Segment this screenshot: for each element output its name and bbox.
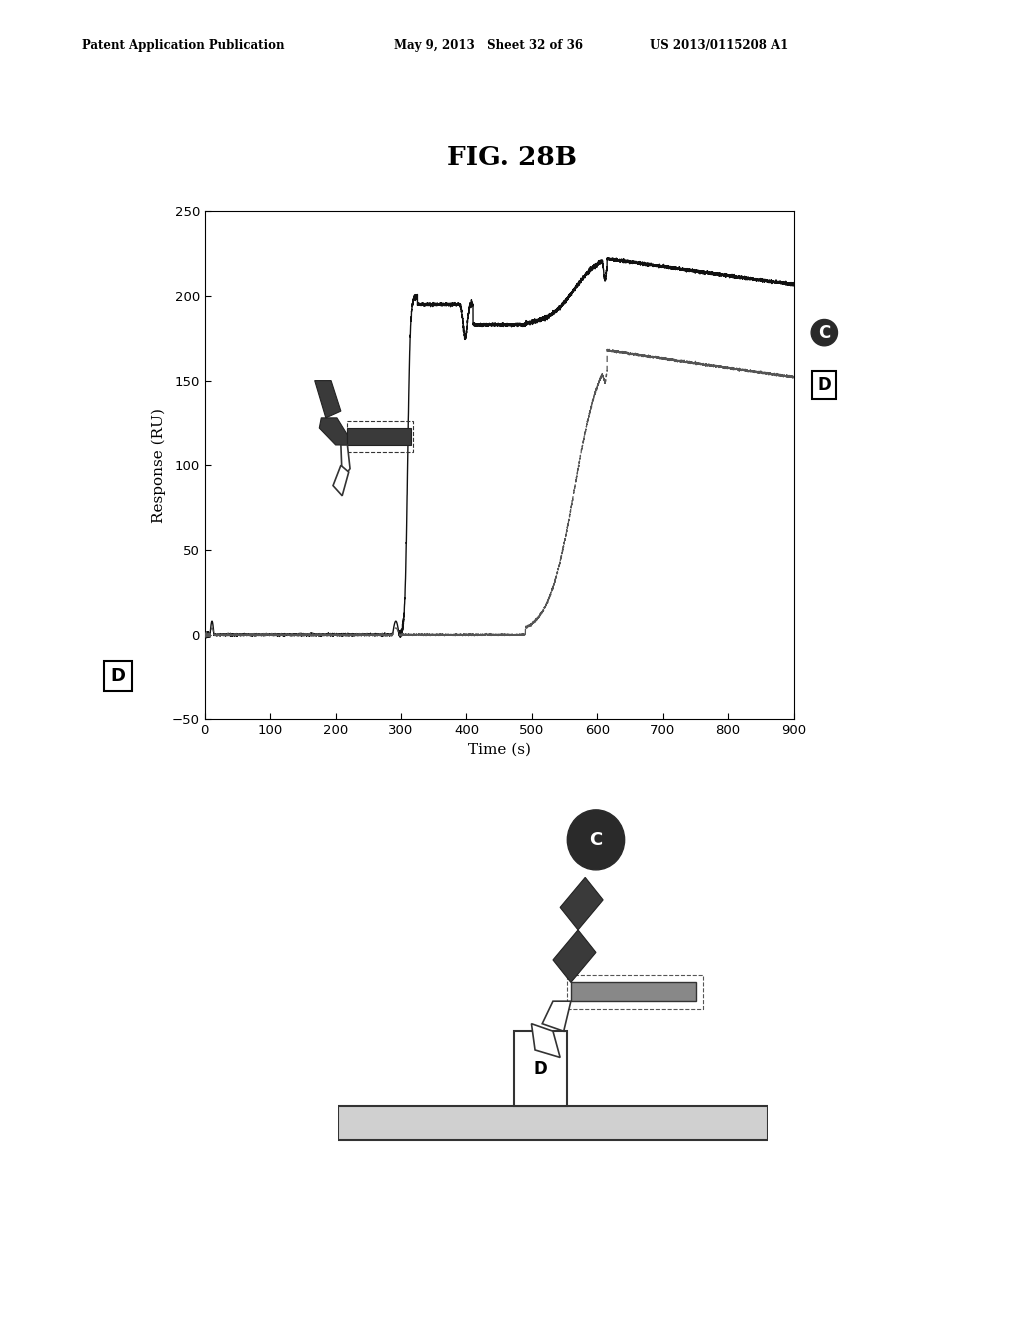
Bar [338, 1106, 768, 1140]
Polygon shape [543, 1001, 571, 1031]
Circle shape [567, 810, 625, 870]
Text: US 2013/0115208 A1: US 2013/0115208 A1 [650, 38, 788, 51]
Polygon shape [314, 380, 341, 418]
Text: May 9, 2013   Sheet 32 of 36: May 9, 2013 Sheet 32 of 36 [394, 38, 584, 51]
Polygon shape [560, 878, 603, 929]
Bar [514, 1031, 567, 1106]
Polygon shape [341, 445, 350, 479]
Text: C: C [818, 323, 830, 342]
Text: D: D [111, 667, 125, 685]
X-axis label: Time (s): Time (s) [468, 743, 530, 756]
Text: C: C [590, 830, 602, 849]
Text: D: D [534, 1060, 547, 1077]
Polygon shape [347, 428, 411, 445]
Text: Patent Application Publication: Patent Application Publication [82, 38, 285, 51]
Y-axis label: Response (RU): Response (RU) [152, 408, 166, 523]
Text: D: D [817, 376, 831, 395]
Polygon shape [333, 465, 349, 496]
Polygon shape [553, 929, 596, 982]
Text: FIG. 28B: FIG. 28B [447, 145, 577, 170]
Polygon shape [319, 418, 347, 445]
Polygon shape [571, 982, 696, 1001]
Polygon shape [531, 1024, 560, 1057]
